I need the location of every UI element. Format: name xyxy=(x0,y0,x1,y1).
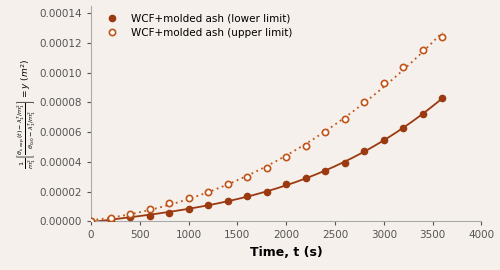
WCF+molded ash (upper limit) xyxy=(342,117,347,120)
WCF+molded ash (lower limit) xyxy=(146,214,152,217)
WCF+molded ash (lower limit) xyxy=(224,199,230,202)
WCF+molded ash (upper limit) xyxy=(88,220,94,223)
WCF+molded ash (lower limit) xyxy=(264,190,270,193)
WCF+molded ash (upper limit) xyxy=(244,175,250,178)
WCF+molded ash (upper limit) xyxy=(381,81,387,85)
WCF+molded ash (upper limit) xyxy=(205,190,211,193)
WCF+molded ash (lower limit) xyxy=(88,220,94,223)
WCF+molded ash (lower limit) xyxy=(283,183,289,186)
WCF+molded ash (lower limit) xyxy=(420,113,426,116)
WCF+molded ash (lower limit) xyxy=(400,126,406,129)
WCF+molded ash (upper limit) xyxy=(322,130,328,134)
Line: WCF+molded ash (lower limit): WCF+molded ash (lower limit) xyxy=(88,95,446,225)
WCF+molded ash (upper limit) xyxy=(186,196,192,199)
WCF+molded ash (lower limit) xyxy=(186,207,192,210)
WCF+molded ash (lower limit) xyxy=(342,162,347,165)
Line: WCF+molded ash (upper limit): WCF+molded ash (upper limit) xyxy=(88,34,446,225)
WCF+molded ash (lower limit) xyxy=(127,216,133,219)
WCF+molded ash (upper limit) xyxy=(283,156,289,159)
WCF+molded ash (lower limit) xyxy=(362,150,368,153)
WCF+molded ash (upper limit) xyxy=(420,49,426,52)
WCF+molded ash (upper limit) xyxy=(302,144,308,147)
WCF+molded ash (lower limit) xyxy=(322,169,328,173)
WCF+molded ash (upper limit) xyxy=(146,207,152,210)
WCF+molded ash (lower limit) xyxy=(205,204,211,207)
WCF+molded ash (upper limit) xyxy=(108,217,114,220)
WCF+molded ash (upper limit) xyxy=(400,65,406,68)
WCF+molded ash (upper limit) xyxy=(362,101,368,104)
WCF+molded ash (upper limit) xyxy=(440,35,446,38)
Legend: WCF+molded ash (lower limit), WCF+molded ash (upper limit): WCF+molded ash (lower limit), WCF+molded… xyxy=(96,11,295,41)
WCF+molded ash (lower limit) xyxy=(440,96,446,99)
Y-axis label: $\frac{1}{m_1^2}\left[\frac{\theta_{t,\exp}(t)-\lambda_1^T/m_1^2}{\theta_{0t0}-\: $\frac{1}{m_1^2}\left[\frac{\theta_{t,\e… xyxy=(16,58,38,169)
WCF+molded ash (upper limit) xyxy=(264,166,270,170)
X-axis label: Time, t (s): Time, t (s) xyxy=(250,246,322,259)
WCF+molded ash (lower limit) xyxy=(166,211,172,214)
WCF+molded ash (upper limit) xyxy=(224,183,230,186)
WCF+molded ash (lower limit) xyxy=(244,194,250,198)
WCF+molded ash (lower limit) xyxy=(108,218,114,222)
WCF+molded ash (lower limit) xyxy=(302,177,308,180)
WCF+molded ash (lower limit) xyxy=(381,138,387,141)
WCF+molded ash (upper limit) xyxy=(127,212,133,216)
WCF+molded ash (upper limit) xyxy=(166,201,172,204)
